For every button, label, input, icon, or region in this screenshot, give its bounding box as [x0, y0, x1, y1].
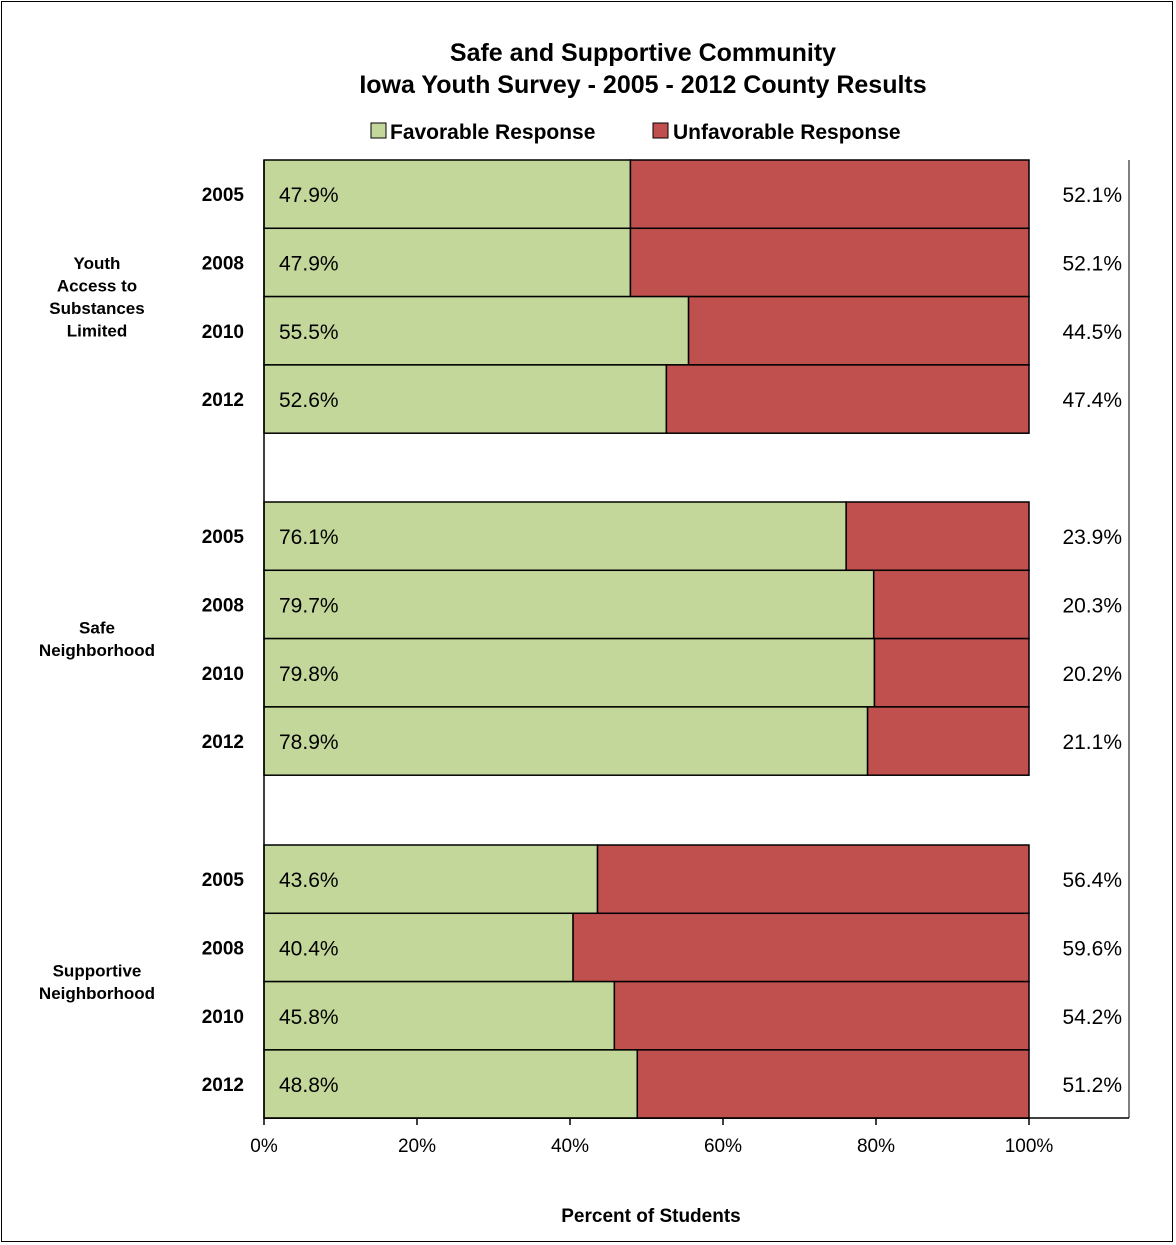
bar-unfavorable	[845, 501, 1030, 572]
bar-unfavorable	[629, 159, 1030, 230]
group-label: Limited	[67, 321, 127, 340]
data-label-unfavorable: 47.4%	[1062, 389, 1122, 412]
data-label-unfavorable: 59.6%	[1062, 937, 1122, 960]
data-label-favorable: 40.4%	[279, 937, 339, 960]
data-label-unfavorable: 21.1%	[1062, 731, 1122, 754]
legend-label-unfavorable: Unfavorable Response	[673, 121, 901, 144]
bar-favorable	[263, 501, 847, 572]
year-label: 2008	[202, 938, 244, 959]
data-label-unfavorable: 54.2%	[1062, 1006, 1122, 1029]
year-label: 2010	[202, 322, 244, 343]
data-label-unfavorable: 20.3%	[1062, 594, 1122, 617]
data-label-unfavorable: 52.1%	[1062, 252, 1122, 275]
chart-subtitle: Iowa Youth Survey - 2005 - 2012 County R…	[359, 71, 926, 99]
data-label-unfavorable: 51.2%	[1062, 1074, 1122, 1097]
data-label-favorable: 79.7%	[279, 594, 339, 617]
bar-unfavorable	[596, 844, 1030, 915]
data-label-unfavorable: 56.4%	[1062, 869, 1122, 892]
year-label: 2005	[202, 185, 245, 206]
plot-area: Youth Access to Substances Limited 2005 47.9%…	[39, 159, 1130, 1157]
group-label: Access to	[57, 276, 137, 295]
group-label: Supportive	[53, 961, 142, 980]
year-label: 2010	[202, 1007, 244, 1028]
data-label-favorable: 48.8%	[279, 1074, 339, 1097]
data-label-favorable: 43.6%	[279, 869, 339, 892]
year-label: 2005	[202, 527, 245, 548]
bar-favorable	[263, 569, 875, 640]
data-label-favorable: 45.8%	[279, 1006, 339, 1029]
x-tick-label: 20%	[398, 1136, 436, 1157]
year-label: 2008	[202, 253, 244, 274]
data-label-favorable: 55.5%	[279, 321, 339, 344]
group-label: Safe	[79, 618, 115, 637]
x-tick-label: 60%	[704, 1136, 742, 1157]
bar-unfavorable	[687, 295, 1030, 366]
bar-favorable	[263, 980, 616, 1051]
year-label: 2008	[202, 595, 244, 616]
bar-favorable	[263, 637, 876, 708]
year-label: 2010	[202, 664, 244, 685]
year-label: 2012	[202, 732, 244, 753]
bar-unfavorable	[572, 912, 1030, 983]
group-label: Neighborhood	[39, 984, 155, 1003]
x-tick-label: 100%	[1005, 1136, 1054, 1157]
data-label-unfavorable: 52.1%	[1062, 184, 1122, 207]
bar-unfavorable	[613, 980, 1030, 1051]
data-label-favorable: 47.9%	[279, 252, 339, 275]
data-label-favorable: 76.1%	[279, 526, 339, 549]
x-axis-title: Percent of Students	[561, 1206, 740, 1227]
data-label-favorable: 79.8%	[279, 663, 339, 686]
bar-favorable	[263, 706, 869, 776]
year-label: 2005	[202, 870, 245, 891]
legend: Favorable Response Unfavorable Response	[370, 121, 901, 144]
data-label-favorable: 47.9%	[279, 184, 339, 207]
data-label-favorable: 78.9%	[279, 731, 339, 754]
bar-unfavorable	[665, 364, 1030, 434]
legend-swatch-unfavorable	[652, 122, 669, 139]
year-label: 2012	[202, 1075, 244, 1096]
legend-swatch-favorable	[370, 122, 387, 139]
bar-unfavorable	[636, 1049, 1030, 1119]
bar-favorable	[263, 844, 599, 915]
group-label: Youth	[74, 254, 121, 273]
chart-title: Safe and Supportive Community	[450, 39, 836, 67]
year-label: 2012	[202, 390, 244, 411]
bar-unfavorable	[866, 706, 1030, 776]
data-label-unfavorable: 20.2%	[1062, 663, 1122, 686]
data-label-unfavorable: 23.9%	[1062, 526, 1122, 549]
bar-unfavorable	[873, 637, 1030, 708]
x-tick-label: 40%	[551, 1136, 589, 1157]
x-tick-label: 80%	[857, 1136, 895, 1157]
x-tick-label: 0%	[250, 1136, 278, 1157]
bar-favorable	[263, 159, 632, 230]
group-label: Substances	[49, 299, 144, 318]
data-label-unfavorable: 44.5%	[1062, 321, 1122, 344]
legend-label-favorable: Favorable Response	[390, 121, 595, 144]
bar-unfavorable	[629, 227, 1030, 298]
bar-unfavorable	[872, 569, 1030, 640]
group-label: Neighborhood	[39, 641, 155, 660]
data-label-favorable: 52.6%	[279, 389, 339, 412]
